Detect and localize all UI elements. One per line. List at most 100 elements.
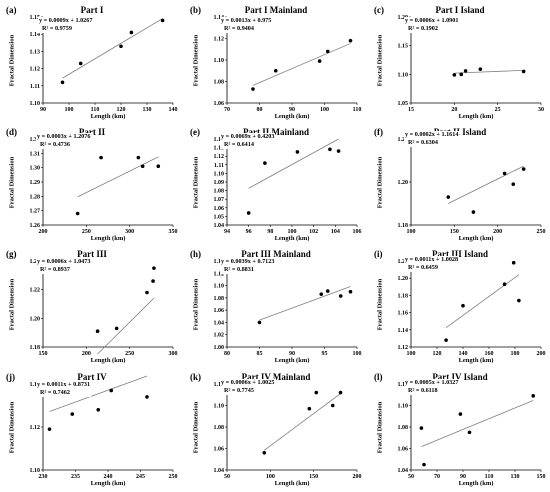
- data-point: [458, 412, 463, 416]
- trendline-equation: y = 0.0002x + 1.1614: [405, 131, 459, 138]
- r-squared-value: R² = 0.6118: [408, 387, 438, 394]
- y-tick-label: 1.12: [398, 382, 409, 388]
- data-point: [60, 80, 65, 85]
- y-axis-label: Fractal Dimension: [376, 34, 384, 87]
- chart-title: Part II Mainland: [242, 127, 309, 137]
- x-tick-label: 250: [169, 474, 178, 480]
- data-point: [314, 390, 319, 395]
- y-tick-label: 1.18: [398, 293, 409, 299]
- data-point: [461, 303, 465, 308]
- data-point: [109, 388, 114, 393]
- x-tick-label: 15: [408, 107, 414, 113]
- x-tick-label: 250: [537, 229, 546, 235]
- chart-panel-j: 1.10 1.12 1.14 230 235 240 245 250 (j) Part IV y =…: [3, 369, 181, 490]
- x-tick-label: 100: [407, 351, 416, 357]
- x-axis-label: Length (km): [458, 357, 494, 364]
- y-tick-label: 1.20: [398, 15, 409, 21]
- panel-letter: (j): [6, 372, 15, 382]
- x-tick-label: 200: [82, 351, 91, 357]
- panel-letter: (h): [190, 249, 201, 259]
- data-point: [502, 282, 507, 287]
- x-tick-label: 235: [71, 474, 80, 480]
- y-axis-label: Fractal Dimension: [376, 156, 384, 209]
- chart-panel-a: 1.10 1.11 1.12 1.13 1.14 1.15 90 100 110 120 130 14…: [3, 2, 181, 123]
- trendline-equation-box: y = 0.0011x + 0.8731 R² = 0.7462: [36, 381, 92, 397]
- x-axis-label: Length (km): [274, 480, 310, 487]
- trendline: [252, 43, 351, 86]
- y-tick-label: 1.22: [398, 137, 409, 143]
- x-tick-label: 110: [353, 107, 362, 113]
- x-tick-label: 106: [353, 229, 362, 235]
- x-tick-label: 240: [104, 474, 113, 480]
- trendline: [248, 138, 339, 189]
- chart-title: Part I: [80, 5, 104, 15]
- r-squared-value: R² = 0.8831: [224, 266, 254, 273]
- y-tick-label: 1.06: [214, 101, 225, 107]
- x-axis-label: Length (km): [90, 480, 126, 487]
- data-point: [422, 462, 426, 467]
- data-point: [119, 44, 123, 49]
- panel-letter: (b): [190, 5, 201, 15]
- panel-letter: (g): [6, 249, 17, 259]
- x-tick-label: 200: [537, 351, 546, 357]
- x-tick-label: 250: [82, 229, 91, 235]
- y-tick-label: 1.18: [398, 223, 409, 229]
- data-point: [521, 167, 526, 171]
- y-tick-label: 1.16: [398, 311, 409, 317]
- x-tick-label: 230: [39, 474, 48, 480]
- data-point: [246, 211, 251, 215]
- chart-plot-k: 1.04 1.06 1.08 1.10 1.12 50 100 150 200: [214, 382, 362, 480]
- y-tick-label: 1.08: [214, 189, 225, 195]
- chart-plot-d: 1.26 1.27 1.28 1.29 1.30 1.31 1.32 200 250 300 350: [30, 137, 178, 235]
- y-tick-label: 1.29: [30, 180, 41, 186]
- y-tick-label: 1.11: [30, 84, 40, 90]
- x-tick-label: 180: [511, 351, 520, 357]
- trendline-equation: y = 0.0039x + 0.7123: [221, 258, 275, 265]
- data-point: [446, 195, 451, 199]
- y-tick-label: 1.10: [398, 404, 409, 410]
- y-tick-label: 1.10: [398, 72, 409, 78]
- x-tick-label: 140: [169, 107, 178, 113]
- data-point: [145, 290, 149, 295]
- y-tick-label: 1.12: [214, 37, 225, 43]
- r-squared-value: R² = 0.6304: [408, 139, 438, 146]
- data-point: [478, 67, 483, 71]
- data-point: [295, 150, 300, 154]
- chart-plot-e: 1.04 1.05 1.06 1.07 1.08 1.09 1.10 1.11 1.12 1.13…: [214, 137, 362, 235]
- y-tick-label: 1.10: [214, 404, 225, 410]
- r-squared-value: R² = 0.4736: [40, 141, 70, 148]
- data-point: [99, 155, 103, 160]
- trendline-equation-box: y = 0.0039x + 0.7123 R² = 0.8831: [220, 258, 276, 274]
- data-point: [325, 49, 330, 54]
- x-tick-label: 120: [117, 107, 126, 113]
- data-point: [517, 298, 521, 303]
- x-tick-label: 300: [169, 351, 178, 357]
- y-axis-label: Fractal Dimension: [192, 34, 200, 87]
- y-tick-label: 1.09: [214, 180, 225, 186]
- data-point: [444, 338, 448, 342]
- x-axis-label: Length (km): [274, 113, 310, 120]
- data-point: [511, 182, 516, 186]
- x-tick-label: 110: [485, 474, 494, 480]
- y-tick-label: 1.14: [30, 32, 41, 38]
- trendline-equation-box: y = 0.0011x + 1.0028 R² = 0.6459: [404, 256, 460, 272]
- data-point: [70, 412, 75, 416]
- trendline-equation-box: y = 0.0069x + 0.4203 R² = 0.6414: [220, 133, 276, 149]
- y-tick-label: 1.05: [398, 101, 409, 107]
- y-tick-label: 1.06: [214, 206, 225, 212]
- data-point: [325, 289, 330, 293]
- panel-letter: (a): [6, 5, 17, 15]
- y-tick-label: 1.10: [214, 284, 225, 290]
- trendline: [264, 393, 341, 451]
- y-tick-label: 1.27: [30, 209, 41, 215]
- data-point: [319, 292, 324, 296]
- panel-letter: (f): [374, 127, 383, 137]
- trendline-equation-box: y = 0.0002x + 1.1614 R² = 0.6304: [404, 131, 460, 147]
- y-tick-label: 1.12: [30, 67, 41, 73]
- x-axis-label: Length (km): [90, 113, 126, 120]
- chart-title: Part I Island: [435, 5, 485, 15]
- y-axis-label: Fractal Dimension: [8, 278, 16, 331]
- data-point: [151, 279, 155, 283]
- r-squared-value: R² = 0.9759: [42, 25, 72, 32]
- x-axis-label: Length (km): [90, 357, 126, 364]
